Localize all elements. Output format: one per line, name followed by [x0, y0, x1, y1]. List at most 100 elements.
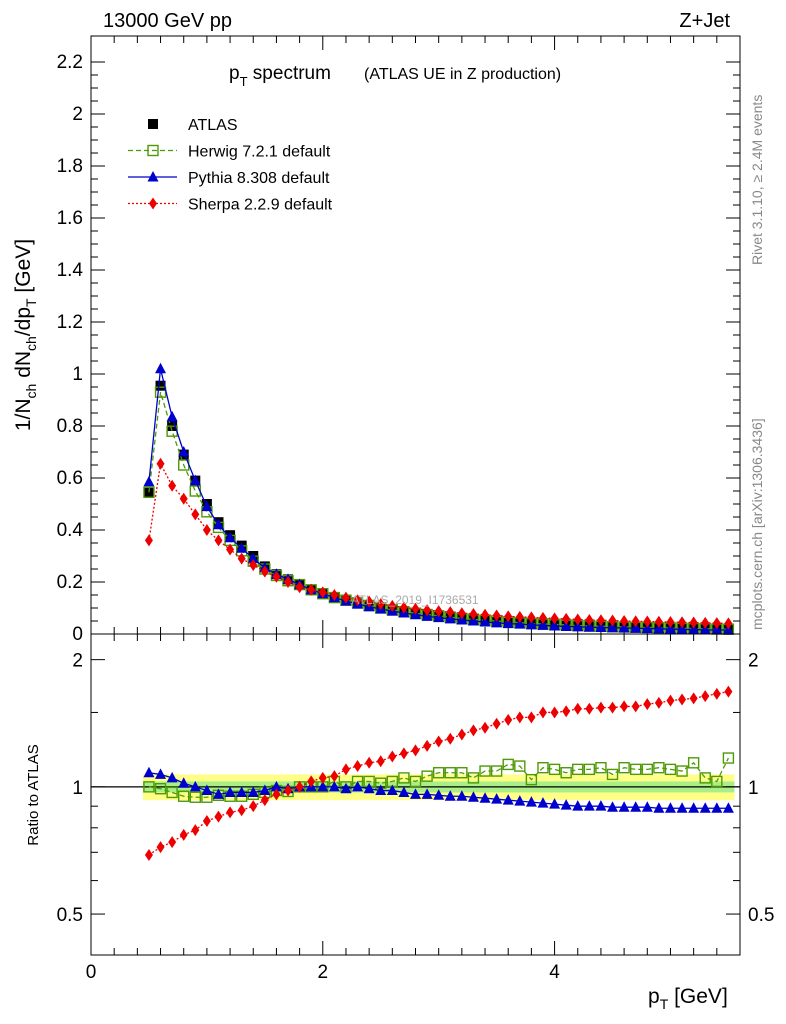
main-ytick-label: 0	[72, 624, 83, 645]
main-ytick-label: 1.6	[57, 208, 83, 229]
ratio-point	[641, 763, 653, 776]
data-point	[456, 613, 468, 625]
data-point	[537, 619, 549, 630]
ratio-point	[583, 800, 595, 811]
ratio-point	[537, 761, 549, 774]
ratio-point	[676, 802, 688, 813]
ratio-point	[724, 685, 733, 698]
ratio-point	[365, 756, 374, 769]
main-ytick-label: 1.8	[57, 156, 83, 177]
data-point	[560, 620, 572, 631]
data-point	[156, 457, 165, 470]
ratio-point	[236, 786, 248, 797]
data-point	[712, 617, 721, 630]
ratio-point	[272, 788, 281, 801]
ratio-point	[212, 788, 224, 799]
ratio-point	[596, 701, 605, 714]
analysis-watermark: ATLAS_2019_I1736531	[351, 593, 479, 607]
ratio-point	[318, 771, 327, 784]
data-point	[189, 474, 201, 486]
ratio-point	[226, 806, 235, 819]
data-point	[479, 616, 491, 627]
ratio-point	[143, 766, 155, 778]
main-series	[144, 457, 733, 630]
ratio-point	[490, 765, 503, 777]
ratio-frame	[90, 633, 741, 956]
data-point	[365, 595, 374, 608]
data-point	[585, 613, 594, 626]
ratio-point	[491, 793, 503, 804]
ratio-point	[178, 790, 190, 802]
main-ytick-label: 1.4	[57, 260, 84, 281]
data-point	[643, 615, 652, 628]
data-point	[550, 612, 559, 625]
ratio-point	[166, 771, 178, 783]
ratio-point	[446, 732, 455, 745]
ratio-ytick-label-right: 0.5	[748, 905, 774, 926]
data-point	[411, 602, 420, 615]
data-point	[330, 589, 339, 601]
legend-entry: ATLAS	[148, 117, 238, 134]
data-point	[249, 559, 258, 572]
ratio-point	[481, 721, 490, 734]
ratio-axis-title: Ratio to ATLAS	[25, 744, 42, 845]
ratio-point	[224, 786, 236, 797]
ratio-ytick-label: 1	[72, 778, 83, 799]
data-point	[664, 623, 676, 634]
ratio-point	[353, 760, 362, 773]
ratio-series	[144, 685, 733, 861]
legend-marker	[147, 144, 159, 157]
ratio-ytick-label-right: 2	[748, 651, 759, 672]
ratio-point	[270, 780, 282, 792]
ratio-point	[701, 690, 710, 703]
main-ytick-label: 2.2	[57, 52, 83, 73]
ratio-point	[676, 765, 688, 777]
data-point	[236, 542, 248, 553]
ratio-point	[376, 755, 385, 768]
data-point	[469, 607, 478, 620]
ratio-point	[375, 784, 387, 796]
data-point	[444, 612, 456, 624]
legend-entry: Herwig 7.2.1 default	[128, 144, 331, 161]
ratio-point	[502, 758, 514, 771]
data-point	[434, 605, 443, 618]
ratio-point	[618, 801, 630, 812]
data-point	[353, 594, 362, 607]
ratio-point	[191, 824, 200, 837]
plot-title: pT spectrum (ATLAS UE in Z production)	[229, 63, 561, 89]
legend-entry: Pythia 8.308 default	[128, 170, 330, 187]
data-point	[641, 622, 653, 634]
ratio-point	[432, 767, 445, 779]
data-point	[549, 619, 561, 631]
header-energy: 13000 GeV pp	[103, 10, 232, 32]
ratio-point	[341, 763, 350, 776]
ratio-point	[399, 747, 408, 760]
ratio-point	[549, 798, 561, 809]
data-point	[166, 410, 178, 422]
ratio-point	[722, 752, 735, 764]
data-point	[607, 621, 619, 633]
ratio-point	[189, 780, 201, 792]
ratio-ytick-label-right: 1	[748, 778, 759, 799]
data-point	[388, 599, 397, 612]
ratio-point	[711, 802, 723, 813]
ratio-point	[307, 775, 316, 788]
data-point	[514, 618, 526, 629]
data-point	[724, 617, 733, 630]
ratio-point	[653, 802, 665, 813]
ratio-point	[168, 836, 177, 849]
ratio-point	[179, 828, 188, 841]
data-point	[481, 608, 490, 621]
data-point	[573, 613, 582, 626]
data-point	[214, 534, 223, 547]
data-point	[237, 552, 246, 565]
legend: ATLAS Herwig 7.2.1 default Pythia 8.308 de…	[128, 117, 333, 214]
svg-text:pT [GeV]: pT [GeV]	[648, 985, 728, 1012]
ratio-point	[527, 711, 536, 724]
data-point	[226, 543, 235, 556]
ratio-point	[247, 786, 259, 797]
data-point	[618, 622, 630, 633]
ratio-point	[607, 801, 619, 812]
ratio-point	[618, 761, 630, 774]
ratio-point	[608, 701, 617, 714]
